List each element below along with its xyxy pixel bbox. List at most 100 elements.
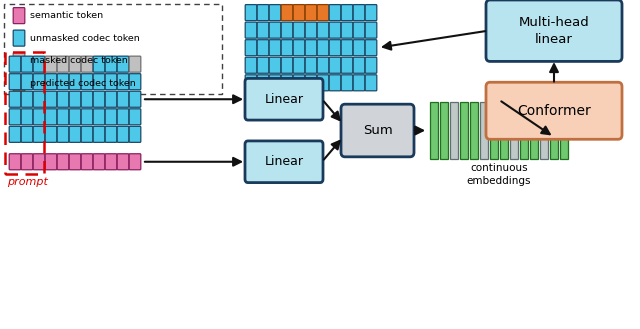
FancyBboxPatch shape: [13, 30, 25, 46]
FancyBboxPatch shape: [365, 75, 377, 91]
FancyBboxPatch shape: [81, 126, 93, 142]
FancyBboxPatch shape: [480, 102, 488, 159]
FancyBboxPatch shape: [486, 82, 622, 139]
FancyBboxPatch shape: [341, 57, 353, 73]
FancyBboxPatch shape: [45, 126, 57, 142]
FancyBboxPatch shape: [281, 22, 293, 38]
FancyBboxPatch shape: [257, 57, 269, 73]
FancyBboxPatch shape: [470, 102, 478, 159]
FancyBboxPatch shape: [341, 75, 353, 91]
FancyBboxPatch shape: [69, 109, 81, 125]
FancyBboxPatch shape: [450, 102, 458, 159]
FancyBboxPatch shape: [57, 91, 69, 107]
Text: continuous
embeddings: continuous embeddings: [467, 164, 531, 186]
Text: Linear: Linear: [264, 155, 303, 168]
FancyBboxPatch shape: [21, 91, 33, 107]
FancyBboxPatch shape: [105, 74, 116, 90]
FancyBboxPatch shape: [129, 74, 141, 90]
FancyBboxPatch shape: [365, 22, 377, 38]
FancyBboxPatch shape: [9, 126, 20, 142]
FancyBboxPatch shape: [57, 74, 69, 90]
FancyBboxPatch shape: [93, 109, 105, 125]
FancyBboxPatch shape: [129, 126, 141, 142]
FancyBboxPatch shape: [305, 57, 317, 73]
FancyBboxPatch shape: [117, 56, 129, 72]
FancyBboxPatch shape: [341, 104, 414, 157]
FancyBboxPatch shape: [105, 91, 116, 107]
FancyBboxPatch shape: [490, 102, 498, 159]
FancyBboxPatch shape: [329, 22, 341, 38]
FancyBboxPatch shape: [245, 5, 257, 21]
FancyBboxPatch shape: [317, 40, 329, 56]
FancyBboxPatch shape: [21, 126, 33, 142]
FancyBboxPatch shape: [81, 56, 93, 72]
FancyBboxPatch shape: [365, 57, 377, 73]
Text: predicted codec token: predicted codec token: [30, 79, 136, 88]
FancyBboxPatch shape: [317, 22, 329, 38]
FancyBboxPatch shape: [293, 57, 305, 73]
FancyBboxPatch shape: [129, 91, 141, 107]
FancyBboxPatch shape: [269, 5, 281, 21]
Text: masked codec token: masked codec token: [30, 56, 128, 65]
FancyBboxPatch shape: [257, 75, 269, 91]
FancyBboxPatch shape: [13, 53, 25, 69]
FancyBboxPatch shape: [9, 56, 20, 72]
FancyBboxPatch shape: [21, 109, 33, 125]
Text: unmasked codec token: unmasked codec token: [30, 34, 140, 43]
FancyBboxPatch shape: [45, 56, 57, 72]
FancyBboxPatch shape: [245, 40, 257, 56]
Text: semantic token: semantic token: [30, 11, 103, 20]
FancyBboxPatch shape: [93, 56, 105, 72]
FancyBboxPatch shape: [269, 57, 281, 73]
FancyBboxPatch shape: [510, 102, 518, 159]
FancyBboxPatch shape: [57, 109, 69, 125]
FancyBboxPatch shape: [353, 5, 365, 21]
FancyBboxPatch shape: [257, 5, 269, 21]
FancyBboxPatch shape: [33, 74, 45, 90]
Text: Sum: Sum: [363, 124, 392, 137]
FancyBboxPatch shape: [329, 57, 341, 73]
FancyBboxPatch shape: [105, 56, 116, 72]
FancyBboxPatch shape: [21, 74, 33, 90]
FancyBboxPatch shape: [430, 102, 438, 159]
FancyBboxPatch shape: [281, 40, 293, 56]
FancyBboxPatch shape: [81, 91, 93, 107]
FancyBboxPatch shape: [293, 22, 305, 38]
FancyBboxPatch shape: [93, 91, 105, 107]
FancyBboxPatch shape: [329, 40, 341, 56]
FancyBboxPatch shape: [353, 22, 365, 38]
FancyBboxPatch shape: [57, 56, 69, 72]
FancyBboxPatch shape: [257, 40, 269, 56]
FancyBboxPatch shape: [440, 102, 448, 159]
FancyBboxPatch shape: [117, 91, 129, 107]
FancyBboxPatch shape: [105, 109, 116, 125]
FancyBboxPatch shape: [317, 57, 329, 73]
FancyBboxPatch shape: [117, 109, 129, 125]
FancyBboxPatch shape: [317, 5, 329, 21]
FancyBboxPatch shape: [21, 154, 33, 170]
FancyBboxPatch shape: [81, 154, 93, 170]
FancyBboxPatch shape: [69, 126, 81, 142]
FancyBboxPatch shape: [245, 75, 257, 91]
FancyBboxPatch shape: [9, 91, 20, 107]
FancyBboxPatch shape: [105, 154, 116, 170]
FancyBboxPatch shape: [117, 126, 129, 142]
FancyBboxPatch shape: [45, 109, 57, 125]
FancyBboxPatch shape: [33, 91, 45, 107]
Text: Linear: Linear: [264, 93, 303, 106]
FancyBboxPatch shape: [341, 5, 353, 21]
FancyBboxPatch shape: [57, 154, 69, 170]
FancyBboxPatch shape: [93, 74, 105, 90]
FancyBboxPatch shape: [13, 75, 25, 91]
FancyBboxPatch shape: [257, 22, 269, 38]
FancyBboxPatch shape: [550, 102, 558, 159]
FancyBboxPatch shape: [341, 40, 353, 56]
FancyBboxPatch shape: [245, 57, 257, 73]
FancyBboxPatch shape: [317, 75, 329, 91]
FancyBboxPatch shape: [9, 154, 20, 170]
FancyBboxPatch shape: [69, 74, 81, 90]
FancyBboxPatch shape: [45, 91, 57, 107]
FancyBboxPatch shape: [13, 8, 25, 24]
FancyBboxPatch shape: [353, 75, 365, 91]
FancyBboxPatch shape: [305, 40, 317, 56]
